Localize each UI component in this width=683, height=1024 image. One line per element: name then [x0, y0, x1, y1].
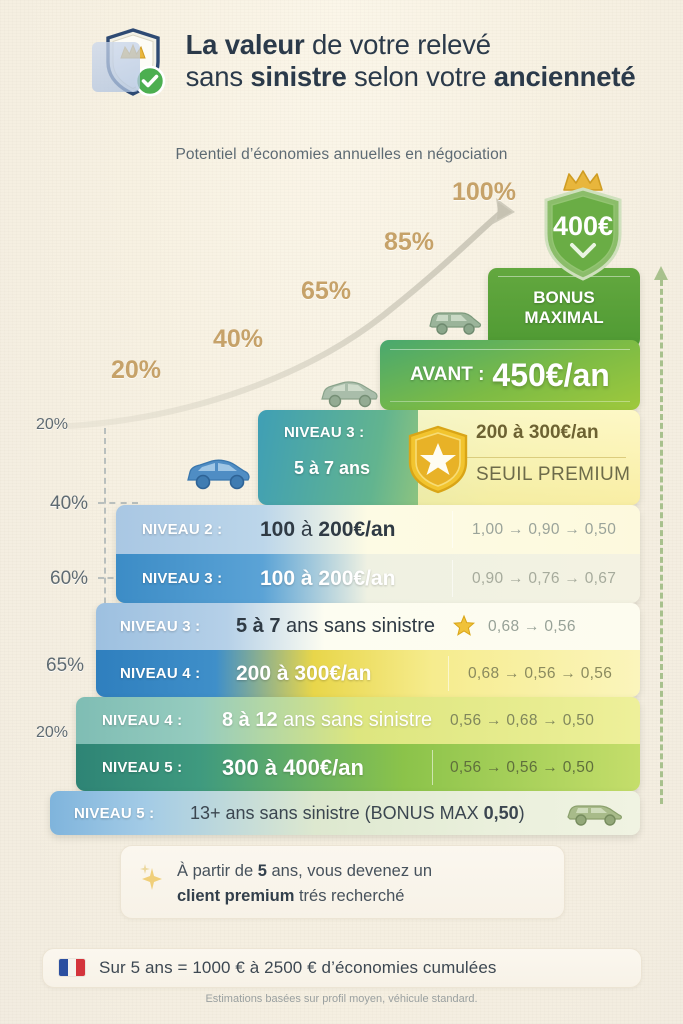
row-niveau-2[interactable]: NIVEAU 2 : 100 à 200€/an 1,00 → 0,90 → 0…	[116, 505, 640, 554]
n4b-ratios: 0,56 → 0,68 → 0,50	[450, 711, 595, 729]
step-avant[interactable]: AVANT : 450€/an	[380, 340, 640, 410]
subtitle: Potentiel d’économies annuelles en négoc…	[175, 146, 508, 163]
n5b-value: 13+ ans sans sinistre (BONUS MAX 0,50)	[190, 803, 525, 824]
shield-crown-check-icon	[90, 18, 176, 104]
n5-ratios: 0,56 → 0,56 → 0,50	[450, 758, 595, 776]
headline-line-2: sans sinistre selon votre ancienneté	[186, 61, 636, 93]
header: La valeur de votre relevé sans sinistre …	[0, 18, 683, 163]
n2-value-c: 200€/an	[318, 517, 396, 541]
row-niveau-4b[interactable]: NIVEAU 4 : 8 à 12 ans sans sinistre 0,56…	[76, 697, 640, 744]
badge-amount-text: 400€	[553, 211, 613, 241]
row-niveau-3b[interactable]: NIVEAU 3 : 5 à 7 ans sans sinistre 0,68 …	[96, 603, 640, 650]
headline-text-2b: selon votre	[346, 61, 494, 92]
card1-text-c: ans, vous devenez un	[266, 862, 433, 880]
axis-label-40: 40%	[50, 493, 89, 514]
step-niveau-5-bottom[interactable]: NIVEAU 5 : 13+ ans sans sinistre (BONUS …	[50, 791, 640, 835]
step-bonus-maximal[interactable]: BONUS MAXIMAL	[488, 268, 640, 348]
n3b-ratios: 0,90 → 0,76 → 0,67	[472, 569, 617, 587]
avant-value: 450€/an	[492, 356, 610, 393]
n5-value: 300 à 400€/an	[222, 754, 364, 780]
n3c-value-b: ans sans sinistre	[280, 615, 435, 637]
card1-text-b: 5	[257, 862, 267, 880]
avant-label: AVANT :	[410, 364, 485, 385]
n5b-value-c: )	[518, 802, 525, 823]
axis-label-65: 65%	[46, 655, 85, 676]
green-car-icon	[564, 796, 626, 833]
step-bonus-maximal-label: BONUS MAXIMAL	[524, 287, 604, 327]
curve-label-65: 65%	[301, 277, 352, 305]
step-niveau-4-5[interactable]: NIVEAU 4 : 8 à 12 ans sans sinistre 0,56…	[76, 697, 640, 791]
star-icon	[452, 614, 476, 643]
premium-client-card: À partir de 5 ans, vous devenez un clien…	[120, 845, 565, 919]
n3c-value-a: 5 à 7	[236, 615, 281, 637]
row-niveau-3a-level: NIVEAU 3 :	[142, 570, 223, 587]
curve-label-100: 100%	[452, 178, 516, 206]
row-niveau-5a-level: NIVEAU 5 :	[102, 759, 183, 776]
star-shield-icon	[406, 424, 470, 494]
green-suv-icon	[424, 304, 484, 338]
row-niveau-5a[interactable]: NIVEAU 5 : 300 à 400€/an 0,56 → 0,56 → 0…	[76, 744, 640, 791]
blue-car-icon	[184, 453, 254, 495]
n2-value: 100 à 200€/an	[260, 518, 395, 542]
seuil-value: 200 à 300€/an	[476, 422, 599, 443]
sparkle-icon	[139, 862, 165, 897]
up-arrow-dashed-icon	[652, 266, 672, 806]
premium-client-text: À partir de 5 ans, vous devenez un clien…	[177, 859, 432, 909]
card1-text-a: À partir de	[177, 862, 258, 880]
n4-ratios: 0,68 → 0,56 → 0,56	[468, 664, 613, 682]
grey-car-icon	[318, 375, 382, 411]
seuil-premium-label: SEUIL PREMIUM	[476, 464, 631, 485]
n5b-value-a: 13+ ans sans sinistre (BONUS MAX	[190, 802, 484, 823]
n4b-value: 8 à 12 ans sans sinistre	[222, 709, 432, 732]
growth-curve: 20% 40% 65% 85% 100%	[0, 150, 683, 450]
axis-label-60: 60%	[50, 568, 89, 589]
headline-line-1: La valeur de votre relevé	[186, 29, 636, 61]
card1-text-e: trés recherché	[294, 886, 405, 905]
row-niveau-3a[interactable]: NIVEAU 3 : 100 à 200€/an 0,90 → 0,76 → 0…	[116, 554, 640, 603]
headline-strong-1: La valeur	[185, 28, 305, 60]
step-niveau-5-bottom-level: NIVEAU 5 :	[74, 804, 155, 822]
cumulative-savings-text: Sur 5 ans = 1000 € à 2500 € d’économies …	[99, 958, 497, 977]
n2-value-a: 100	[260, 517, 296, 541]
french-flag-icon	[59, 959, 85, 977]
curve-label-40: 40%	[213, 325, 264, 353]
step-niveau-3-4[interactable]: NIVEAU 3 : 5 à 7 ans sans sinistre 0,68 …	[96, 603, 640, 697]
n3c-value: 5 à 7 ans sans sinistre	[236, 615, 435, 638]
crown-shield-icon: 400€	[524, 163, 642, 285]
row-niveau-4a-level: NIVEAU 4 :	[120, 665, 201, 682]
row-niveau-2-level: NIVEAU 2 :	[142, 521, 223, 538]
row-niveau-4b-level: NIVEAU 4 :	[102, 712, 183, 729]
staircase-chart: BONUS MAXIMAL AVANT : 450€/an	[0, 260, 683, 835]
axis-label-20a: 20%	[36, 416, 69, 433]
axis-label-20b: 20%	[36, 724, 69, 741]
card1-text-d: client premium	[177, 886, 295, 905]
headline-rest-1: de votre relevé	[304, 28, 491, 60]
n3c-ratios: 0,68 → 0,56	[488, 617, 576, 635]
curve-label-85: 85%	[384, 228, 435, 256]
headline-text-2a: sans	[185, 61, 251, 92]
n4b-value-b: ans sans sinistre	[277, 709, 433, 731]
seuil-level-label: NIVEAU 3 :	[284, 424, 365, 441]
n2-ratios: 1,00 → 0,90 → 0,50	[472, 520, 617, 538]
seuil-years: 5 à 7 ans	[294, 458, 371, 478]
disclaimer-note: Estimations basées sur profil moyen, véh…	[205, 993, 478, 1005]
n5b-value-b: 0,50	[483, 802, 519, 823]
headline-strong-3: ancienneté	[493, 61, 636, 92]
n2-value-b: à	[295, 517, 319, 541]
row-niveau-4a[interactable]: NIVEAU 4 : 200 à 300€/an 0,68 → 0,56 → 0…	[96, 650, 640, 697]
curve-label-20: 20%	[111, 356, 162, 384]
n4b-value-a: 8 à 12	[222, 709, 278, 731]
n4-value: 200 à 300€/an	[236, 661, 372, 685]
n3b-value: 100 à 200€/an	[260, 566, 396, 590]
step-niveau-2-3[interactable]: NIVEAU 2 : 100 à 200€/an 1,00 → 0,90 → 0…	[116, 505, 640, 603]
row-niveau-3b-level: NIVEAU 3 :	[120, 618, 201, 635]
headline-strong-2: sinistre	[250, 61, 347, 92]
cumulative-savings-card: Sur 5 ans = 1000 € à 2500 € d’économies …	[42, 948, 642, 988]
step-seuil-premium[interactable]: NIVEAU 3 : 5 à 7 ans 200 à 300€/an SEUIL…	[258, 410, 640, 505]
